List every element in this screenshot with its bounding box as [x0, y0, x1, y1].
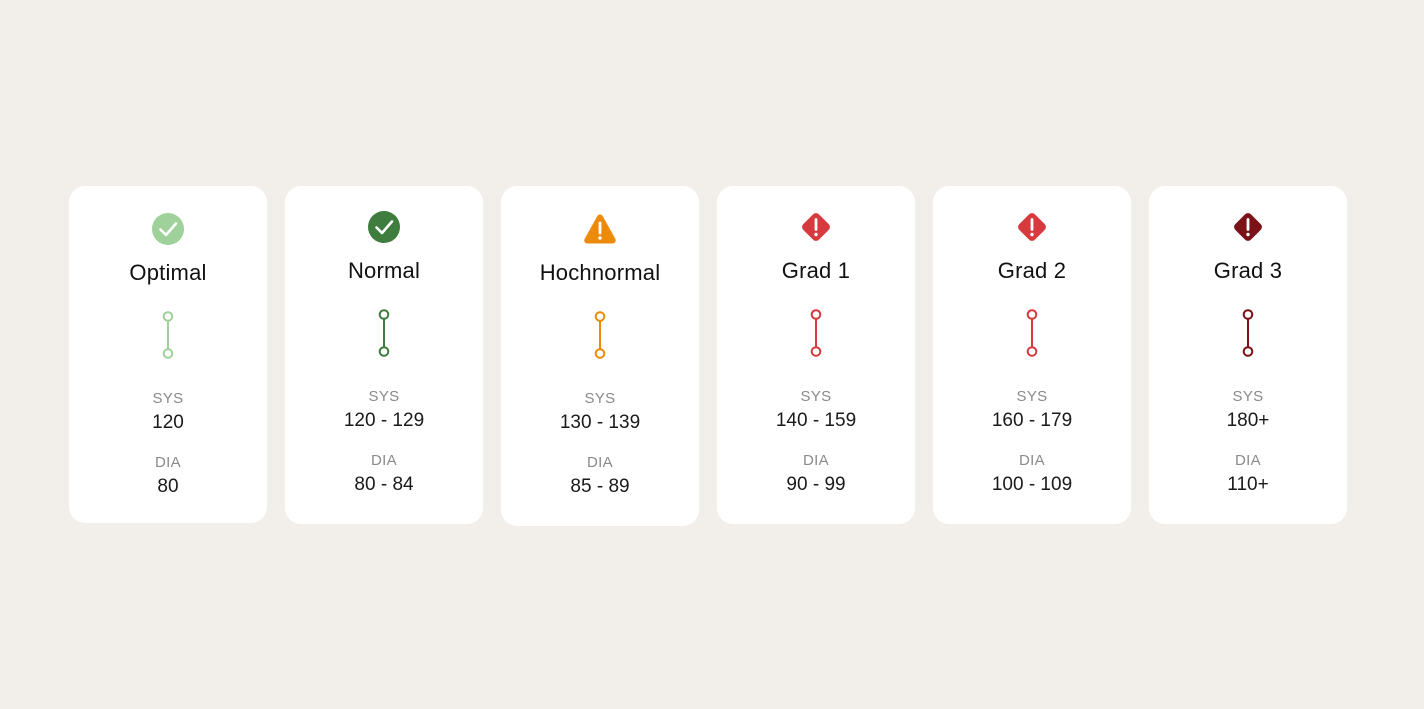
dia-value: 110+ [1227, 474, 1269, 495]
dia-value: 90 - 99 [786, 474, 846, 495]
category-title: Grad 3 [1213, 258, 1283, 283]
dia-label: DIA [1019, 452, 1045, 469]
check-circle-icon [152, 213, 184, 245]
sys-label: SYS [1232, 388, 1264, 405]
range-connector-icon [1026, 309, 1038, 357]
warning-triangle-icon [584, 214, 616, 244]
blood-pressure-category-cards: Optimal SYS 120 DIA 80 Normal SYS 120 - … [69, 186, 1347, 526]
check-circle-icon [368, 211, 400, 243]
sys-value: 160 - 179 [991, 410, 1073, 431]
category-title: Hochnormal [539, 260, 661, 285]
category-title: Grad 1 [781, 258, 851, 283]
range-connector-icon [162, 311, 174, 359]
card-hochnormal: Hochnormal SYS 130 - 139 DIA 85 - 89 [501, 186, 699, 526]
alert-diamond-icon [1018, 213, 1046, 241]
sys-value: 120 [152, 412, 184, 433]
dia-value: 80 - 84 [354, 474, 414, 495]
dia-label: DIA [587, 454, 613, 471]
card-grad-2: Grad 2 SYS 160 - 179 DIA 100 - 109 [933, 186, 1131, 524]
category-title: Grad 2 [997, 258, 1067, 283]
range-connector-icon [378, 309, 390, 357]
sys-label: SYS [152, 390, 184, 407]
sys-value: 120 - 129 [343, 410, 425, 431]
sys-label: SYS [1016, 388, 1048, 405]
dia-value: 85 - 89 [570, 476, 630, 497]
sys-value: 180+ [1226, 410, 1270, 431]
dia-value: 80 [157, 476, 179, 497]
card-normal: Normal SYS 120 - 129 DIA 80 - 84 [285, 186, 483, 524]
card-grad-3: Grad 3 SYS 180+ DIA 110+ [1149, 186, 1347, 524]
category-title: Normal [347, 258, 421, 283]
category-title: Optimal [129, 260, 207, 285]
range-connector-icon [594, 311, 606, 359]
dia-label: DIA [371, 452, 397, 469]
range-connector-icon [1242, 309, 1254, 357]
alert-diamond-icon [1234, 213, 1262, 241]
range-connector-icon [810, 309, 822, 357]
card-grad-1: Grad 1 SYS 140 - 159 DIA 90 - 99 [717, 186, 915, 524]
dia-label: DIA [803, 452, 829, 469]
sys-label: SYS [368, 388, 400, 405]
sys-value: 140 - 159 [775, 410, 857, 431]
sys-value: 130 - 139 [559, 412, 641, 433]
sys-label: SYS [800, 388, 832, 405]
dia-value: 100 - 109 [991, 474, 1073, 495]
alert-diamond-icon [802, 213, 830, 241]
dia-label: DIA [1235, 452, 1261, 469]
sys-label: SYS [584, 390, 616, 407]
card-optimal: Optimal SYS 120 DIA 80 [69, 186, 267, 523]
dia-label: DIA [155, 454, 181, 471]
